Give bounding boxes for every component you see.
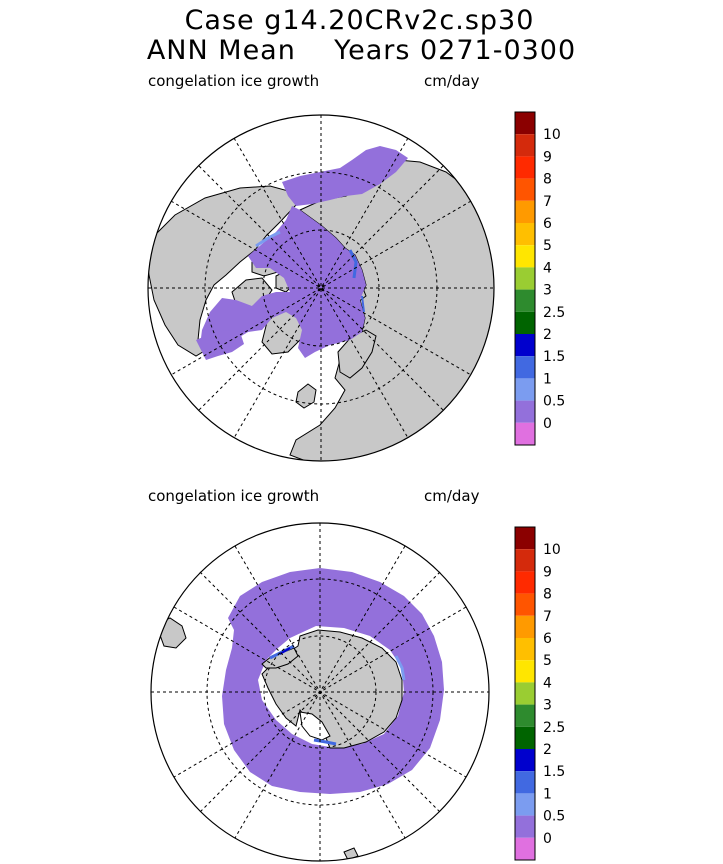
north-ice-edge-1 xyxy=(348,249,358,279)
bottom-colorbar-tick-label: 4 xyxy=(543,675,552,691)
top-colorbar-tick-label: 6 xyxy=(543,216,552,232)
top-colorbar-swatch-11 xyxy=(515,356,535,379)
south-ice-shelf-ross xyxy=(299,711,331,741)
top-colorbar-outline xyxy=(514,111,536,446)
top-colorbar-tick-label: 0.5 xyxy=(543,394,565,410)
top-colorbar-tick-label: 9 xyxy=(543,149,552,165)
bottom-colorbar-tick-label: 6 xyxy=(543,631,552,647)
top-colorbar-swatch-9 xyxy=(515,311,535,334)
top-colorbar-tick-label: 2 xyxy=(543,327,552,343)
top-colorbar-swatch-7 xyxy=(515,267,535,290)
bottom-colorbar-swatch-13 xyxy=(515,815,535,838)
north-ice-baffin xyxy=(196,330,244,360)
north-ice-edge-3 xyxy=(361,295,365,313)
top-colorbar-swatch-10 xyxy=(515,334,535,357)
top-colorbar-tick-label: 2.5 xyxy=(543,305,565,321)
top-colorbar: 10 9 8 7 6 5 4 3 2.5 2 1.5 1 0.5 0 xyxy=(514,111,565,446)
south-graticule xyxy=(151,523,489,861)
top-colorbar-tick-label: 1.5 xyxy=(543,349,565,365)
bottom-colorbar-tick-label: 1 xyxy=(543,786,552,802)
figure-title-line1: Case g14.20CRv2c.sp30 xyxy=(184,5,535,36)
bottom-colorbar-tick-label: 1.5 xyxy=(543,764,565,780)
top-colorbar-swatch-12 xyxy=(515,378,535,401)
bottom-colorbar-tick-label: 7 xyxy=(543,609,552,625)
bottom-colorbar-swatch-5 xyxy=(515,638,535,661)
bottom-colorbar-swatch-9 xyxy=(515,726,535,749)
north-ice-main xyxy=(200,206,366,358)
top-colorbar-tick-label: 3 xyxy=(543,283,552,299)
bottom-colorbar-swatch-12 xyxy=(515,793,535,816)
top-colorbar-tick-label: 5 xyxy=(543,238,552,254)
top-colorbar-tick-label: 8 xyxy=(543,172,552,188)
top-colorbar-swatch-4 xyxy=(515,200,535,223)
figure-title-line2: ANN Mean Years 0271-0300 xyxy=(146,35,577,66)
bottom-panel-variable-label: congelation ice growth xyxy=(148,487,320,505)
top-colorbar-tick-label: 10 xyxy=(543,127,561,143)
bottom-colorbar-tick-label: 0.5 xyxy=(543,809,565,825)
north-polar-map xyxy=(147,114,495,462)
top-panel-variable-label: congelation ice growth xyxy=(148,72,320,90)
bottom-colorbar-tick-label: 0 xyxy=(543,831,552,847)
bottom-colorbar-tick-label: 9 xyxy=(543,564,552,580)
top-colorbar-swatch-6 xyxy=(515,245,535,268)
bottom-colorbar-swatch-10 xyxy=(515,749,535,772)
north-graticule xyxy=(148,115,494,461)
top-colorbar-tick-label: 0 xyxy=(543,416,552,432)
top-colorbar-tick-label: 4 xyxy=(543,260,552,276)
north-map-border xyxy=(147,114,495,462)
bottom-colorbar-tick-label: 5 xyxy=(543,653,552,669)
south-polar-map xyxy=(150,522,490,862)
bottom-colorbar-swatch-11 xyxy=(515,771,535,794)
south-map-border xyxy=(150,522,490,862)
top-colorbar-tick-label: 1 xyxy=(543,371,552,387)
bottom-colorbar: 10 9 8 7 6 5 4 3 2.5 2 1.5 1 0.5 0 xyxy=(514,526,565,861)
bottom-colorbar-tick-label: 3 xyxy=(543,698,552,714)
bottom-colorbar-tick-label: 2 xyxy=(543,742,552,758)
bottom-colorbar-tick-label: 8 xyxy=(543,587,552,603)
bottom-colorbar-outline xyxy=(514,526,536,861)
top-colorbar-swatch-1 xyxy=(515,134,535,157)
bottom-colorbar-swatch-7 xyxy=(515,682,535,705)
north-land-british-isles xyxy=(295,383,317,409)
bottom-panel-units-label: cm/day xyxy=(424,487,480,505)
top-colorbar-swatch-2 xyxy=(515,156,535,179)
top-colorbar-swatch-3 xyxy=(515,178,535,201)
bottom-colorbar-swatch-14 xyxy=(515,837,535,860)
north-land-north-america xyxy=(148,185,297,357)
south-ice-ring xyxy=(222,568,444,794)
bottom-colorbar-swatch-6 xyxy=(515,660,535,683)
bottom-colorbar-tick-label: 10 xyxy=(543,542,561,558)
top-colorbar-swatch-5 xyxy=(515,223,535,246)
bottom-colorbar-swatch-8 xyxy=(515,704,535,727)
north-ice-chukchi xyxy=(282,146,408,206)
bottom-colorbar-swatch-4 xyxy=(515,615,535,638)
top-colorbar-swatch-0 xyxy=(515,112,535,135)
top-colorbar-swatch-8 xyxy=(515,289,535,312)
south-ice-edge-east xyxy=(394,655,406,681)
top-colorbar-swatch-13 xyxy=(515,400,535,423)
north-ice-edge-2 xyxy=(255,230,281,248)
bottom-colorbar-swatch-2 xyxy=(515,571,535,594)
bottom-colorbar-tick-label: 2.5 xyxy=(543,720,565,736)
bottom-colorbar-swatch-1 xyxy=(515,549,535,572)
bottom-colorbar-swatch-3 xyxy=(515,593,535,616)
bottom-colorbar-swatch-0 xyxy=(515,527,535,550)
top-colorbar-swatch-14 xyxy=(515,422,535,445)
top-colorbar-tick-label: 7 xyxy=(543,194,552,210)
south-ice-edge-ross xyxy=(313,738,337,746)
top-panel-units-label: cm/day xyxy=(424,72,480,90)
